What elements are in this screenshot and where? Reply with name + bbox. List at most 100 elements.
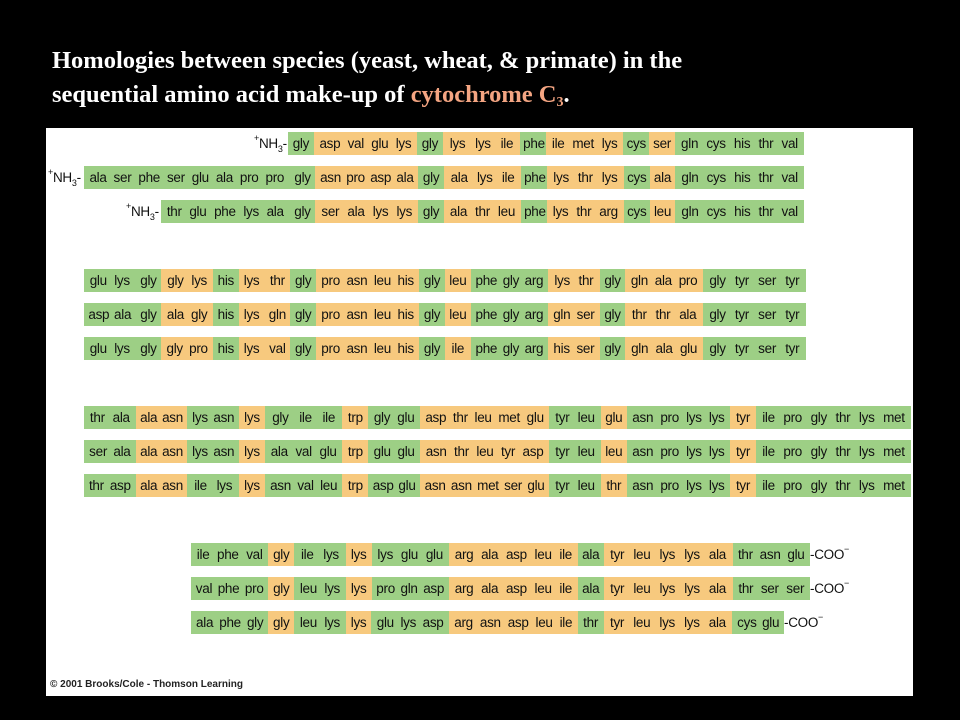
- amino-acid-residue: glu: [787, 547, 805, 562]
- amino-acid-residue: tyr: [734, 341, 749, 356]
- amino-acid-residue: asn: [162, 478, 183, 493]
- amino-acid-residue: thr: [631, 307, 647, 322]
- amino-acid-residue: gly: [709, 307, 726, 322]
- amino-acid-residue: asp: [422, 615, 444, 630]
- amino-acid-residue: arg: [454, 581, 474, 596]
- amino-acid-residue: thr: [835, 478, 851, 493]
- amino-acid-residue: ser: [758, 341, 777, 356]
- amino-acid-residue: thr: [454, 444, 469, 459]
- amino-acid-residue: phe: [475, 273, 498, 288]
- amino-acid-residue: gln: [681, 170, 699, 185]
- amino-acid-residue: ser: [166, 170, 185, 185]
- amino-acid-residue: gly: [709, 341, 726, 356]
- amino-acid-residue: gln: [268, 307, 286, 322]
- amino-acid-residue: cys: [626, 136, 647, 151]
- amino-acid-residue: ser: [758, 273, 777, 288]
- amino-acid-residue: asp: [423, 581, 445, 596]
- amino-acid-residue: ala: [679, 307, 697, 322]
- amino-acid-residue: his: [397, 273, 415, 288]
- amino-acid-residue: glu: [425, 547, 443, 562]
- amino-acid-residue: gly: [709, 273, 726, 288]
- amino-acid-residue: trp: [347, 410, 363, 425]
- conserved-segment: glu lys asp: [371, 611, 449, 634]
- amino-acid-residue: lys: [601, 170, 618, 185]
- amino-acid-residue: asn: [450, 478, 472, 493]
- amino-acid-residue: lys: [475, 136, 491, 151]
- amino-acid-residue: glu: [605, 410, 623, 425]
- conserved-segment: tyr leu: [549, 406, 601, 429]
- amino-acid-residue: met: [498, 410, 520, 425]
- amino-acid-residue: gly: [423, 273, 441, 288]
- variable-segment: trp: [342, 440, 369, 463]
- amino-acid-residue: gly: [294, 204, 311, 219]
- amino-acid-residue: phe: [214, 204, 236, 219]
- amino-acid-residue: asp: [319, 136, 341, 151]
- title-subscript: 3: [556, 95, 564, 110]
- amino-acid-residue: glu: [762, 615, 780, 630]
- amino-acid-residue: val: [297, 478, 314, 493]
- amino-acid-residue: lys: [244, 410, 260, 425]
- amino-acid-residue: cys: [627, 204, 647, 219]
- amino-acid-residue: val: [347, 136, 365, 151]
- amino-acid-residue: pro: [189, 341, 208, 356]
- copyright-credit: © 2001 Brooks/Cole - Thomson Learning: [50, 679, 243, 690]
- amino-acid-residue: ser: [89, 444, 108, 459]
- amino-acid-residue: thr: [269, 273, 285, 288]
- amino-acid-residue: pro: [321, 307, 340, 322]
- amino-acid-residue: leu: [449, 273, 467, 288]
- sequence-row: ile phe val gly ile lys lys lys glu glu arg ala asp l…: [191, 543, 810, 566]
- amino-acid-residue: met: [477, 478, 499, 493]
- amino-acid-residue: glu: [679, 341, 698, 356]
- amino-acid-residue: asn: [162, 410, 183, 425]
- conserved-segment: asn pro lys lys: [626, 440, 731, 463]
- sequence-row: val phe pro gly leu lys lys pro gln asp arg ala asp l…: [191, 577, 810, 600]
- amino-acid-residue: pro: [678, 273, 698, 288]
- conserved-segment: gly: [289, 200, 316, 223]
- amino-acid-residue: lys: [708, 410, 725, 425]
- conserved-segment: asn val leu: [264, 474, 343, 497]
- amino-acid-residue: asn: [479, 615, 501, 630]
- amino-acid-residue: val: [269, 341, 286, 356]
- amino-acid-residue: gly: [502, 273, 520, 288]
- amino-acid-residue: phe: [524, 204, 546, 219]
- amino-acid-residue: trp: [347, 444, 363, 459]
- conserved-segment: gly: [418, 200, 444, 223]
- conserved-segment: ala phe gly: [191, 611, 269, 634]
- variable-segment: ala asn: [135, 474, 188, 497]
- amino-acid-residue: glu: [319, 444, 337, 459]
- amino-acid-residue: trp: [347, 478, 363, 493]
- variable-segment: gly: [268, 611, 295, 634]
- variable-segment: val: [264, 337, 291, 360]
- amino-acid-residue: arg: [599, 204, 618, 219]
- sequence-row: ala phe gly gly leu lys lys glu lys asp arg asn asp l…: [191, 611, 784, 634]
- conserved-segment: asp glu: [368, 474, 420, 497]
- conserved-segment: phe gly arg: [470, 303, 549, 326]
- amino-acid-residue: gln: [400, 581, 418, 596]
- amino-acid-residue: lys: [708, 444, 725, 459]
- sequence-alignment-figure: gly asp val glu lys gly lys lys ile phe ile met lys c…: [46, 128, 913, 696]
- conserved-segment: phe: [521, 200, 547, 223]
- amino-acid-residue: his: [734, 204, 751, 219]
- amino-acid-residue: phe: [138, 170, 160, 185]
- amino-acid-residue: leu: [577, 478, 595, 493]
- conserved-segment: gly: [135, 269, 162, 292]
- amino-acid-residue: asp: [88, 307, 110, 322]
- amino-acid-residue: cys: [706, 204, 727, 219]
- conserved-segment: gly: [599, 303, 626, 326]
- amino-acid-residue: asn: [632, 478, 654, 493]
- amino-acid-residue: ile: [196, 547, 210, 562]
- amino-acid-residue: asn: [346, 341, 368, 356]
- amino-acid-residue: lys: [552, 204, 569, 219]
- amino-acid-residue: gly: [604, 307, 621, 322]
- amino-acid-residue: leu: [476, 444, 494, 459]
- amino-acid-residue: ala: [347, 204, 365, 219]
- conserved-segment: thr ala: [84, 406, 136, 429]
- amino-acid-residue: lys: [216, 478, 233, 493]
- amino-acid-residue: tyr: [555, 410, 570, 425]
- amino-acid-residue: gln: [681, 136, 699, 151]
- amino-acid-residue: thr: [758, 204, 774, 219]
- amino-acid-residue: thr: [89, 410, 105, 425]
- conserved-segment: gly: [135, 303, 162, 326]
- amino-acid-residue: lys: [377, 547, 394, 562]
- amino-acid-residue: arg: [524, 307, 544, 322]
